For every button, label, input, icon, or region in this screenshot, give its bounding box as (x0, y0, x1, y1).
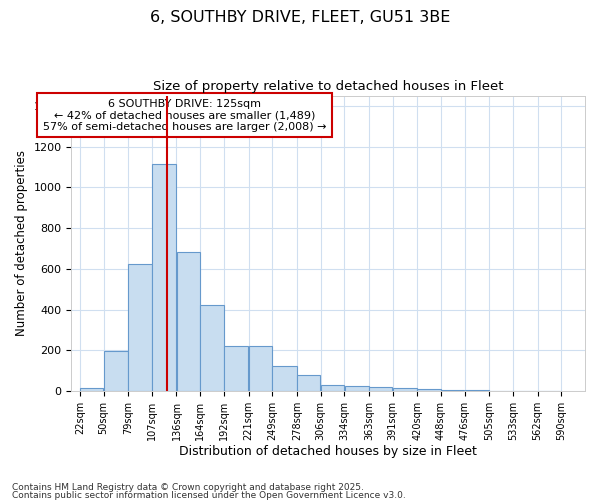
Bar (224, 346, 248, 391)
Bar (249, 346, 272, 391)
Title: Size of property relative to detached houses in Fleet: Size of property relative to detached ho… (153, 80, 503, 93)
Bar (418, 389, 441, 391)
X-axis label: Distribution of detached houses by size in Fleet: Distribution of detached houses by size … (179, 444, 477, 458)
Text: Contains HM Land Registry data © Crown copyright and database right 2025.: Contains HM Land Registry data © Crown c… (12, 484, 364, 492)
Text: 6 SOUTHBY DRIVE: 125sqm
← 42% of detached houses are smaller (1,489)
57% of semi: 6 SOUTHBY DRIVE: 125sqm ← 42% of detache… (43, 98, 326, 132)
Bar (490, 390, 513, 391)
Bar (465, 390, 489, 391)
Bar (177, 252, 200, 391)
Bar (128, 264, 152, 391)
Bar (441, 390, 464, 391)
Bar (297, 375, 320, 391)
Y-axis label: Number of detached properties: Number of detached properties (15, 150, 28, 336)
Bar (393, 388, 417, 391)
Bar (344, 386, 368, 391)
Bar (321, 385, 344, 391)
Bar (272, 366, 296, 391)
Bar (152, 164, 176, 391)
Bar (369, 387, 392, 391)
Bar (200, 304, 224, 391)
Bar (80, 388, 103, 391)
Text: 6, SOUTHBY DRIVE, FLEET, GU51 3BE: 6, SOUTHBY DRIVE, FLEET, GU51 3BE (150, 10, 450, 25)
Bar (104, 352, 128, 391)
Text: Contains public sector information licensed under the Open Government Licence v3: Contains public sector information licen… (12, 490, 406, 500)
